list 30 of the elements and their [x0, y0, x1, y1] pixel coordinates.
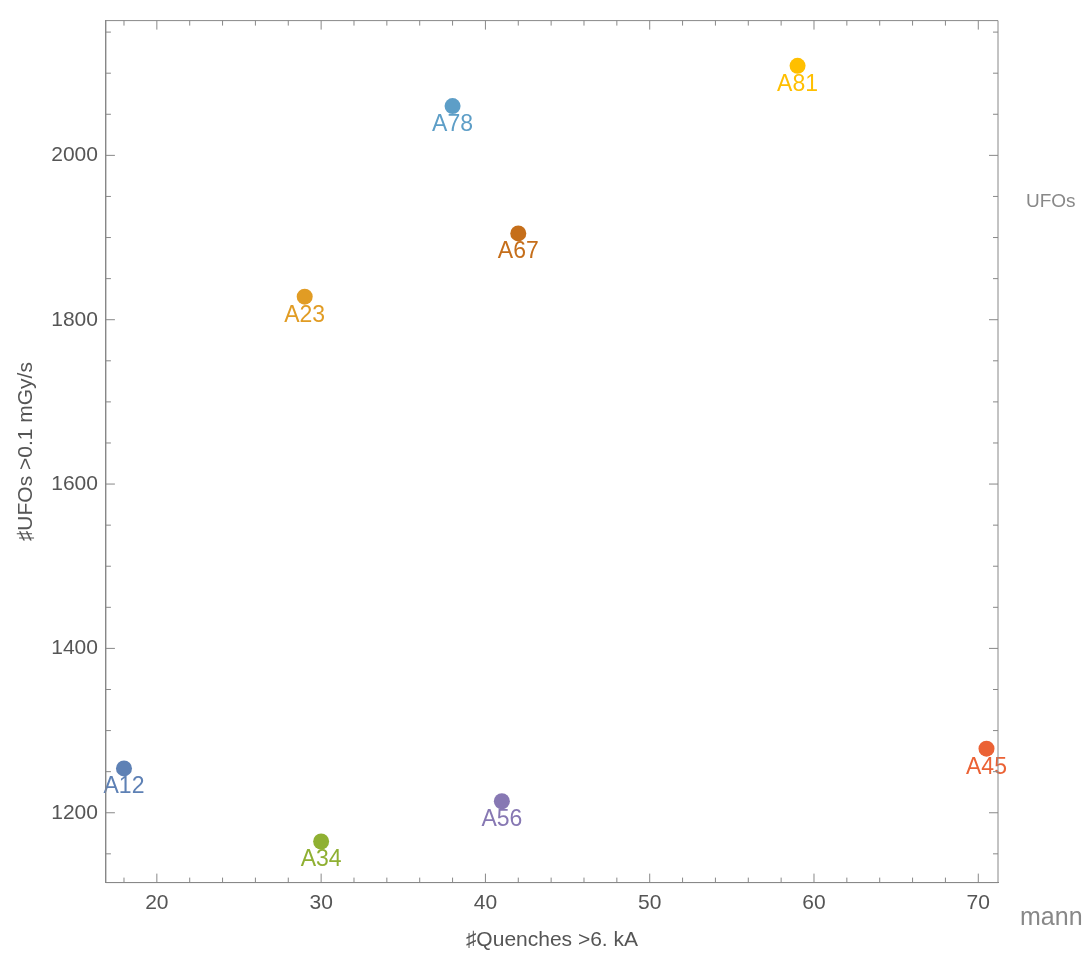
point: [789, 57, 806, 74]
x-tick-label: 70: [966, 890, 990, 913]
point: [296, 288, 313, 305]
x-tick-label: 60: [802, 890, 826, 913]
x-tick-label: 50: [638, 890, 662, 913]
x-tick-label: 30: [309, 890, 333, 913]
y-axis-title: ♯UFOs >0.1 mGy/s: [13, 362, 37, 542]
point: [493, 793, 510, 810]
series-label: A23: [284, 300, 326, 327]
text: mann: [1020, 902, 1083, 931]
y-tick-label: 1200: [51, 799, 98, 823]
series-label: A81: [777, 69, 819, 96]
point: [115, 760, 132, 777]
point: [978, 740, 995, 757]
series-label: A34: [300, 845, 342, 872]
point: [313, 833, 330, 850]
series-label: A78: [432, 109, 474, 136]
series-label: A56: [481, 805, 523, 832]
x-axis-title: ♯Quenches >6. kA: [465, 927, 639, 951]
series-label: A45: [966, 752, 1007, 779]
x-tick-label: 20: [145, 890, 169, 913]
y-tick-label: 2000: [51, 142, 98, 166]
series-label: A67: [497, 237, 539, 264]
x-tick-label: 40: [473, 890, 498, 913]
y-tick-label: 1800: [51, 306, 98, 330]
y-tick-label: 1600: [51, 470, 98, 494]
point: [444, 98, 461, 115]
text: UFOs: [1026, 190, 1076, 212]
y-tick-label: 1400: [51, 635, 98, 659]
point: [510, 225, 527, 242]
